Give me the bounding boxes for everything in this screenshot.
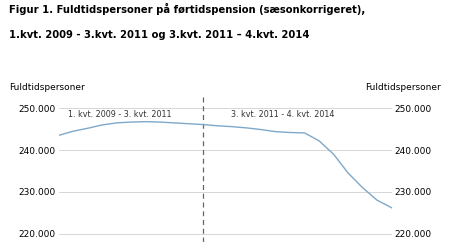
Text: Figur 1. Fuldtidspersoner på førtidspension (sæsonkorrigeret),: Figur 1. Fuldtidspersoner på førtidspens… <box>9 3 365 15</box>
Text: Fuldtidspersoner: Fuldtidspersoner <box>9 83 85 92</box>
Text: 1.kvt. 2009 - 3.kvt. 2011 og 3.kvt. 2011 – 4.kvt. 2014: 1.kvt. 2009 - 3.kvt. 2011 og 3.kvt. 2011… <box>9 30 310 40</box>
Text: 1. kvt. 2009 - 3. kvt. 2011: 1. kvt. 2009 - 3. kvt. 2011 <box>68 110 171 119</box>
Text: 3. kvt. 2011 - 4. kvt. 2014: 3. kvt. 2011 - 4. kvt. 2014 <box>231 110 334 119</box>
Text: Fuldtidspersoner: Fuldtidspersoner <box>365 83 441 92</box>
